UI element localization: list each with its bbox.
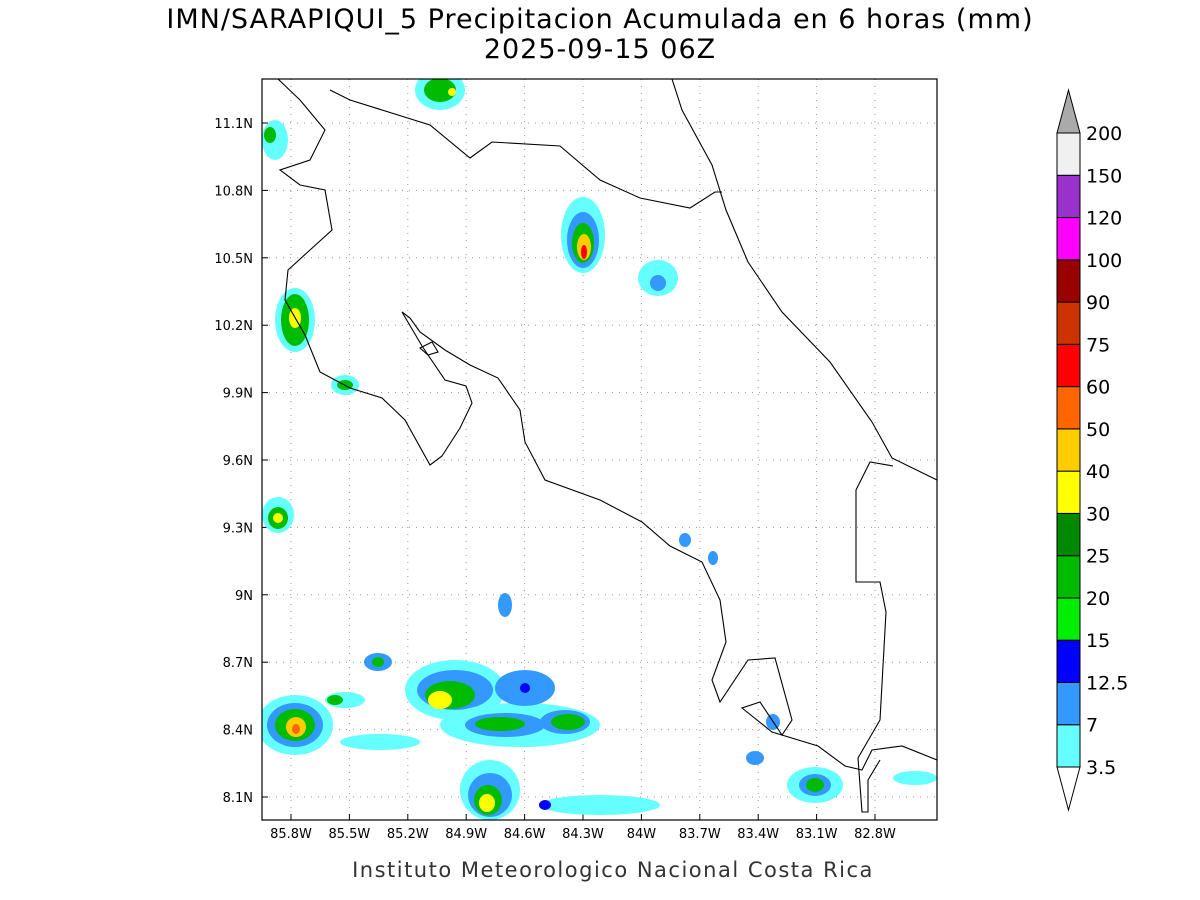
colorbar-label: 7: [1086, 715, 1098, 737]
lat-tick-label: 10.5N: [214, 252, 253, 267]
coastline: [277, 79, 937, 813]
colorbar-label: 150: [1086, 165, 1122, 187]
colorbar-band: [1056, 301, 1081, 345]
colorbar-band: [1056, 512, 1081, 557]
lon-tick-label: 85.2W: [387, 827, 429, 842]
colorbar-band: [1056, 597, 1081, 641]
title: IMN/SARAPIQUI_5 Precipitacion Acumulada …: [166, 4, 1033, 35]
lon-tick-label: 85.5W: [328, 827, 370, 842]
colorbar-band: [1056, 428, 1081, 472]
colorbar-label: 40: [1086, 461, 1110, 483]
colorbar-label: 75: [1086, 334, 1110, 356]
precipitation: [262, 79, 937, 820]
lon-tick-label: 84.9W: [445, 827, 487, 842]
lat-tick-label: 10.8N: [214, 184, 253, 199]
lon-tick-label: 82.8W: [854, 827, 896, 842]
colorbar-label: 25: [1086, 546, 1110, 568]
lat-tick-label: 10.2N: [214, 319, 253, 334]
colorbar-label: 20: [1086, 588, 1110, 610]
colorbar-above: [1056, 88, 1081, 134]
colorbar-band: [1056, 681, 1081, 726]
colorbar: 3.5 7 12.5 15 20 25 30 40 50 60 75 90 100 120 150 200: [1056, 88, 1128, 812]
lon-tick-label: 84.3W: [562, 827, 604, 842]
lon-tick-label: 85.8W: [270, 827, 312, 842]
lon-tick-label: 83.4W: [737, 827, 779, 842]
colorbar-band: [1056, 217, 1081, 261]
colorbar-label: 120: [1086, 208, 1122, 230]
lon-tick-label: 83.1W: [796, 827, 838, 842]
lat-tick-label: 8.7N: [223, 656, 253, 671]
lon-tick-label: 83.7W: [679, 827, 721, 842]
colorbar-label: 200: [1086, 123, 1122, 145]
grid: [262, 79, 937, 820]
colorbar-label: 60: [1086, 377, 1110, 399]
lat-tick-label: 9.9N: [223, 387, 253, 402]
subtitle: 2025-09-15 06Z: [484, 34, 716, 65]
lon-tick-label: 84W: [627, 827, 657, 842]
colorbar-label: 3.5: [1086, 757, 1116, 779]
lat-tick-label: 8.4N: [223, 724, 253, 739]
colorbar-band: [1056, 724, 1081, 768]
colorbar-label: 90: [1086, 292, 1110, 314]
colorbar-band: [1056, 555, 1081, 599]
colorbar-band: [1056, 174, 1081, 219]
map-frame: [261, 78, 938, 821]
colorbar-below: [1056, 766, 1081, 812]
colorbar-label: 15: [1086, 630, 1110, 652]
colorbar-label: 50: [1086, 419, 1110, 441]
colorbar-band: [1056, 343, 1081, 388]
lat-tick-label: 8.1N: [223, 791, 253, 806]
colorbar-band: [1056, 132, 1081, 176]
colorbar-band: [1056, 386, 1081, 430]
lon-tick-label: 84.6W: [504, 827, 546, 842]
colorbar-label: 100: [1086, 250, 1122, 272]
colorbar-label: 30: [1086, 503, 1110, 525]
lat-tick-label: 9N: [235, 589, 253, 604]
lat-tick-label: 11.1N: [214, 117, 253, 132]
lat-tick-label: 9.3N: [223, 521, 253, 536]
footer: Instituto Meteorologico Nacional Costa R…: [352, 858, 874, 882]
colorbar-band: [1056, 470, 1081, 514]
colorbar-band: [1056, 259, 1081, 303]
lat-tick-label: 9.6N: [223, 454, 253, 469]
colorbar-band: [1056, 639, 1081, 683]
colorbar-label: 12.5: [1086, 672, 1128, 694]
